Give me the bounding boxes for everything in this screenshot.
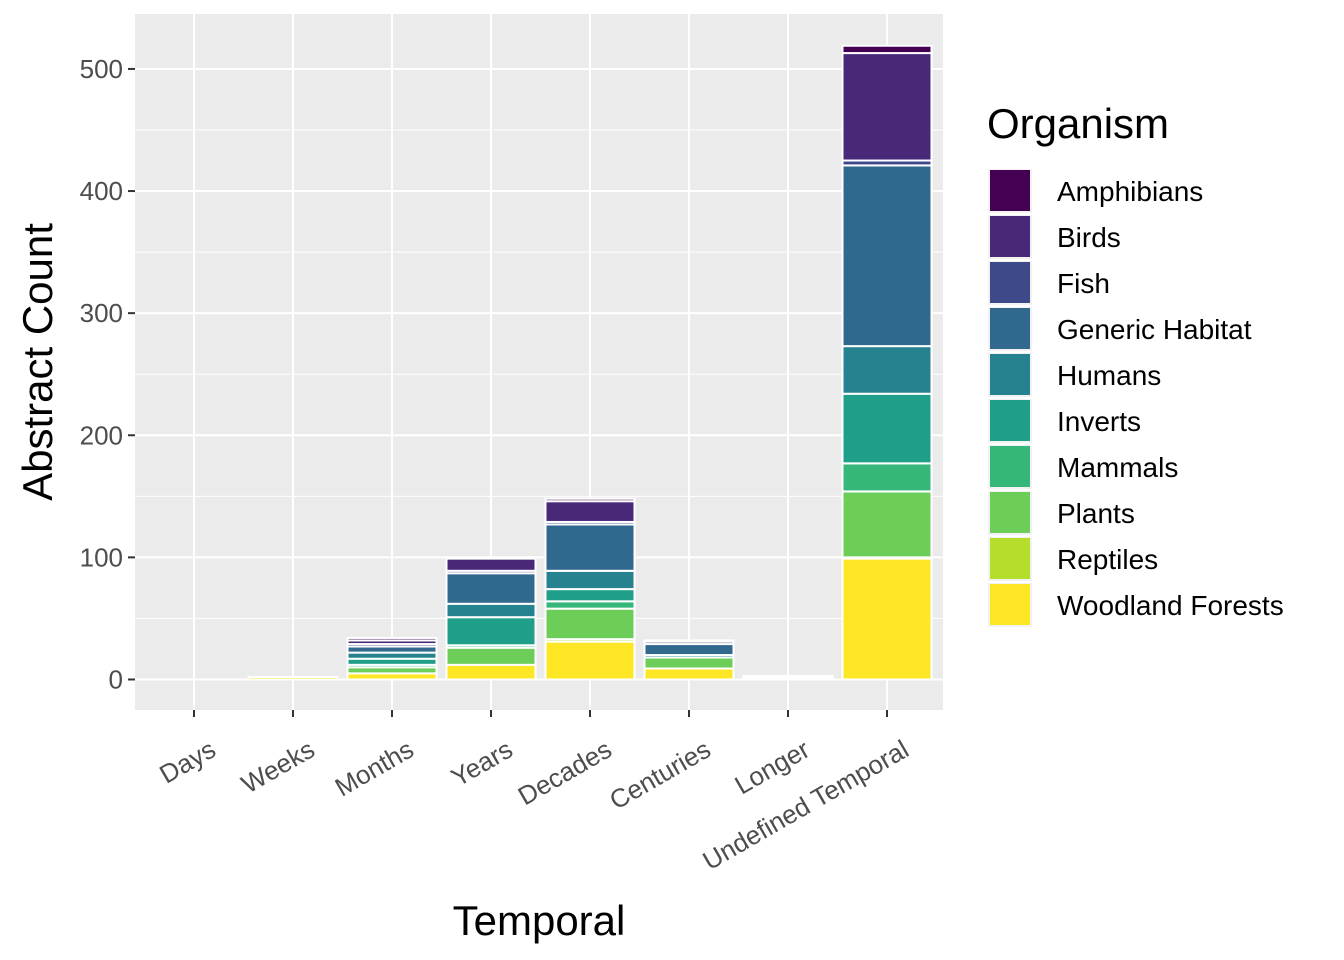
bar-segment-amphibians	[544, 497, 636, 503]
x-tick-label: Days	[154, 734, 220, 790]
legend-title: Organism	[987, 100, 1169, 147]
x-axis-title: Temporal	[453, 897, 626, 944]
bar-segment-woodland-forests	[643, 667, 735, 681]
y-tick-label: 200	[80, 420, 123, 450]
bar-segment-birds	[544, 500, 636, 523]
x-tick-label: Years	[446, 734, 518, 793]
y-tick-label: 100	[80, 542, 123, 572]
bar-segment-plants	[445, 646, 537, 666]
bars	[247, 44, 933, 681]
y-axis-title: Abstract Count	[14, 223, 61, 501]
bar-segment-inverts	[544, 588, 636, 603]
x-tick-label: Decades	[513, 734, 617, 811]
bar-segment-woodland-forests	[247, 676, 339, 681]
bar-segment-humans	[445, 602, 537, 619]
legend-color-key	[990, 308, 1030, 349]
bar-segment-humans	[544, 569, 636, 591]
bar-segment-inverts	[445, 616, 537, 647]
legend-label: Reptiles	[1057, 544, 1158, 575]
bar-segment-generic-habitat	[742, 674, 834, 679]
legend-color-key	[990, 492, 1030, 533]
bar-segment-amphibians	[445, 556, 537, 560]
legend-label: Plants	[1057, 498, 1135, 529]
legend-color-key	[990, 354, 1030, 395]
legend: Amphibians Birds Fish Generic Habitat Humans…	[988, 169, 1284, 627]
bar-segment-mammals	[544, 600, 636, 610]
legend-color-key	[990, 538, 1030, 579]
bar-segment-birds	[841, 52, 933, 162]
legend-label: Birds	[1057, 222, 1121, 253]
legend-color-key	[990, 446, 1030, 487]
x-tick-label: Weeks	[236, 734, 319, 799]
legend-label: Generic Habitat	[1057, 314, 1252, 345]
legend-label: Woodland Forests	[1057, 590, 1284, 621]
bar-segment-woodland-forests	[841, 557, 933, 681]
legend-color-key	[990, 216, 1030, 257]
bar-segment-plants	[643, 656, 735, 670]
bar-segment-inverts	[841, 392, 933, 465]
bar-segment-woodland-forests	[445, 663, 537, 681]
bar-segment-generic-habitat	[544, 523, 636, 572]
legend-color-key	[990, 400, 1030, 441]
plot-panel	[135, 14, 943, 710]
y-tick-label: 500	[80, 54, 123, 84]
legend-label: Fish	[1057, 268, 1110, 299]
y-axis-ticks: 0 100 200 300 400 500	[80, 54, 135, 694]
bar-segment-plants	[841, 490, 933, 559]
bar-segment-plants	[544, 607, 636, 641]
bar-segment-generic-habitat	[841, 164, 933, 348]
legend-color-key	[990, 170, 1030, 211]
legend-label: Humans	[1057, 360, 1161, 391]
legend-label: Inverts	[1057, 406, 1141, 437]
bar-segment-generic-habitat	[445, 572, 537, 605]
y-tick-label: 0	[109, 664, 123, 694]
minor-gridlines	[135, 129, 943, 619]
bar-segment-amphibians	[346, 636, 438, 642]
bar-segment-amphibians	[643, 639, 735, 643]
y-tick-label: 400	[80, 176, 123, 206]
bar-segment-woodland-forests	[544, 640, 636, 681]
legend-label: Mammals	[1057, 452, 1178, 483]
bar-segment-humans	[841, 345, 933, 395]
y-tick-label: 300	[80, 298, 123, 328]
x-tick-label: Months	[330, 734, 419, 803]
bar-segment-amphibians	[841, 44, 933, 55]
bar-segment-birds	[445, 557, 537, 572]
bar-segment-mammals	[841, 462, 933, 493]
legend-color-key	[990, 584, 1030, 625]
x-tick-label: Centuries	[604, 734, 715, 816]
bar-segment-generic-habitat	[643, 643, 735, 657]
legend-label: Amphibians	[1057, 176, 1203, 207]
legend-color-key	[990, 262, 1030, 303]
